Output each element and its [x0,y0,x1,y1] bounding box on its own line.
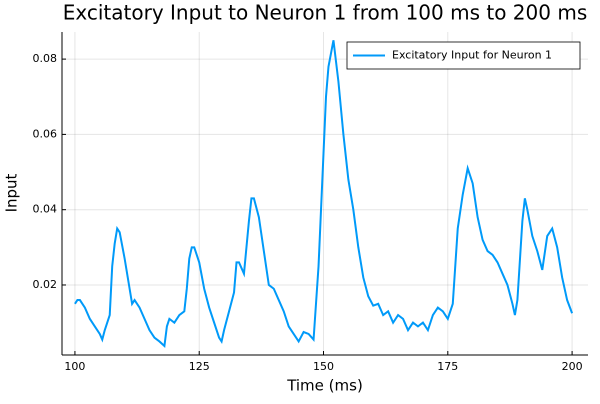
data-line [74,40,574,348]
y-axis-label: Input [3,173,21,212]
y-tick-label: 0.06 [33,127,58,140]
y-tick-label: 0.02 [33,278,58,291]
legend-label: Excitatory Input for Neuron 1 [392,49,552,62]
y-tick-label: 0.08 [33,52,58,65]
x-tick-label: 200 [562,360,583,373]
x-axis-label: Time (ms) [286,377,363,395]
chart-title: Excitatory Input to Neuron 1 from 100 ms… [63,1,587,25]
x-tick-label: 100 [64,360,85,373]
x-tick-label: 150 [313,360,334,373]
y-tick-label: 0.04 [33,203,58,216]
legend-box [346,41,581,70]
x-tick-label: 125 [189,360,210,373]
x-tick-label: 175 [437,360,458,373]
